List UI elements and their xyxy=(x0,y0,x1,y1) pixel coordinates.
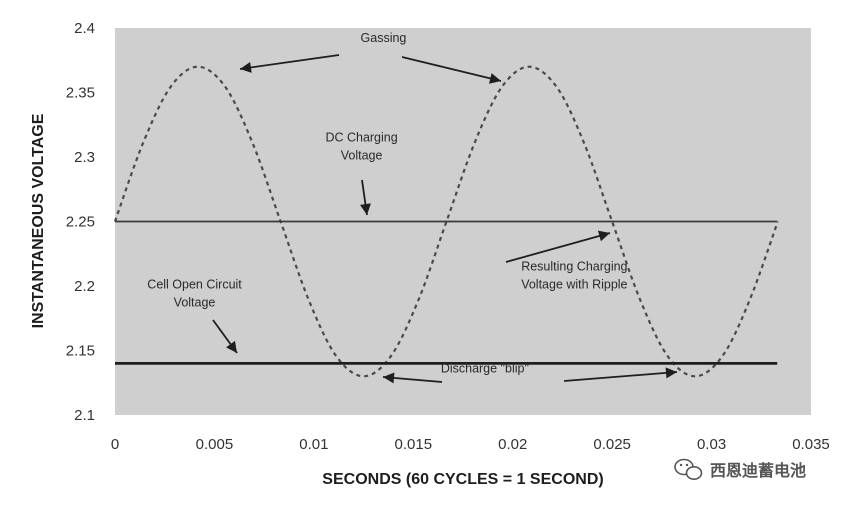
y-tick-label: 2.25 xyxy=(66,214,95,231)
y-tick-label: 2.15 xyxy=(66,343,95,360)
arrow-shaft xyxy=(505,232,611,263)
arrow-head xyxy=(383,372,395,384)
x-tick-label: 0.005 xyxy=(196,436,234,453)
ripple-voltage-line xyxy=(113,65,779,378)
annotation-label: Gassing xyxy=(361,31,407,45)
y-tick-label: 2.2 xyxy=(74,278,95,295)
annotation-line: Voltage with Ripple xyxy=(521,278,627,292)
arrow-head xyxy=(665,367,677,379)
x-tick-label: 0.015 xyxy=(395,436,433,453)
arrow-head xyxy=(489,73,501,84)
annotation-line: Voltage xyxy=(174,296,216,310)
arrow-shaft xyxy=(401,56,502,82)
annotation-line: DC Charging xyxy=(325,131,397,145)
series-lines xyxy=(113,65,779,378)
annotation-label: DC Charging Voltage xyxy=(325,131,397,163)
x-axis-ticks: 0 0.005 0.01 0.015 0.02 0.025 0.03 0.035 xyxy=(111,436,830,453)
annotation-line: Resulting Charging xyxy=(521,260,627,274)
y-axis-ticks: 2.1 2.15 2.2 2.25 2.3 2.35 2.4 xyxy=(66,20,95,424)
arrow-head xyxy=(240,62,252,73)
arrow-head xyxy=(359,203,371,215)
arrow-shaft xyxy=(239,54,340,70)
annotation-line: Gassing xyxy=(361,31,407,45)
annotation-arrows xyxy=(212,54,678,384)
arrow-head xyxy=(597,230,610,242)
annotation-line: Cell Open Circuit xyxy=(147,278,242,292)
annotation-label: Cell Open Circuit Voltage xyxy=(147,278,242,310)
x-tick-label: 0.01 xyxy=(299,436,328,453)
annotation-label: Discharge "blip" xyxy=(441,361,529,375)
annotation-label: Resulting Charging Voltage with Ripple xyxy=(521,260,627,292)
wechat-icon xyxy=(674,458,703,480)
watermark-text: 西恩迪蓄电池 xyxy=(710,461,806,480)
annotation-line: Voltage xyxy=(341,149,383,163)
x-tick-label: 0.035 xyxy=(792,436,830,453)
arrow-shaft xyxy=(563,371,678,382)
x-tick-label: 0.025 xyxy=(593,436,631,453)
x-tick-label: 0 xyxy=(111,436,119,453)
annotations: Gassing DC Charging Voltage Resulting Charg… xyxy=(147,31,627,375)
y-tick-label: 2.35 xyxy=(66,85,95,102)
arrow-head xyxy=(226,340,237,353)
y-tick-label: 2.4 xyxy=(74,20,95,37)
y-tick-label: 2.3 xyxy=(74,149,95,166)
watermark: 西恩迪蓄电池 xyxy=(674,458,806,480)
y-tick-label: 2.1 xyxy=(74,407,95,424)
annotation-line: Discharge "blip" xyxy=(441,361,529,375)
x-tick-label: 0.03 xyxy=(697,436,726,453)
x-tick-label: 0.02 xyxy=(498,436,527,453)
x-axis-title: SECONDS (60 CYCLES = 1 SECOND) xyxy=(322,471,603,488)
y-axis-title: INSTANTANEOUS VOLTAGE xyxy=(30,113,47,328)
